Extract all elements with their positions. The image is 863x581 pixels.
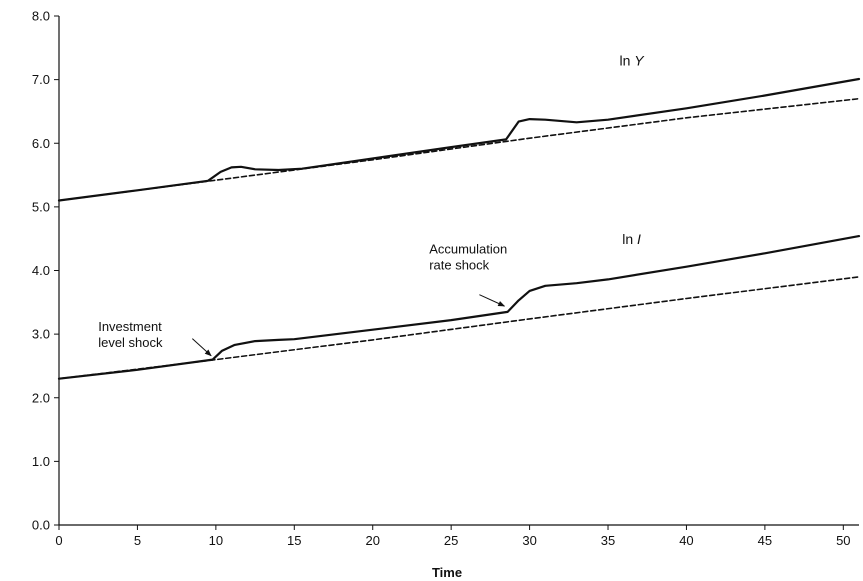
x-tick-label: 0 xyxy=(55,533,62,548)
annotation-text: level shock xyxy=(98,335,163,350)
series-line-solid xyxy=(57,77,861,202)
y-tick-label: 1.0 xyxy=(32,454,50,469)
y-tick-label: 3.0 xyxy=(32,327,50,342)
x-tick-label: 20 xyxy=(365,533,379,548)
x-tick-label: 50 xyxy=(836,533,850,548)
series-line-dashed xyxy=(58,97,860,202)
series-label: ln I xyxy=(622,231,641,247)
x-tick-label: 35 xyxy=(601,533,615,548)
series-label: ln Y xyxy=(619,53,645,69)
annotation-text: Accumulation xyxy=(429,241,507,256)
series-line-solid xyxy=(57,235,861,380)
x-tick-label: 5 xyxy=(134,533,141,548)
x-tick-label: 30 xyxy=(522,533,536,548)
series-label-prefix: ln xyxy=(619,53,634,69)
y-tick-label: 4.0 xyxy=(32,263,50,278)
series-group xyxy=(57,77,861,380)
series-label-var: I xyxy=(637,231,641,247)
x-axis-title: Time xyxy=(432,565,462,580)
x-tick-label: 40 xyxy=(679,533,693,548)
axes: 0.0 1.0 2.0 3.0 4.0 5.0 6.0 7.0 8.0 0 5 10 15 20 25 30 3… xyxy=(32,9,859,548)
x-tick-label: 15 xyxy=(287,533,301,548)
annotation-arrow xyxy=(191,338,212,357)
series-label-prefix: ln xyxy=(622,231,637,247)
x-tick-label: 45 xyxy=(758,533,772,548)
annotation-text: Investment xyxy=(98,319,162,334)
x-tick-label: 25 xyxy=(444,533,458,548)
annotation-arrow xyxy=(479,294,506,307)
series-label-var: Y xyxy=(634,53,645,69)
y-tick-label: 6.0 xyxy=(32,136,50,151)
x-tick-label: 10 xyxy=(209,533,223,548)
series-line-dashed xyxy=(58,276,860,380)
y-tick-label: 5.0 xyxy=(32,199,50,214)
y-tick-label: 8.0 xyxy=(32,9,50,24)
y-tick-label: 0.0 xyxy=(32,518,50,533)
annotation-text: rate shock xyxy=(429,257,489,272)
y-tick-label: 2.0 xyxy=(32,390,50,405)
y-tick-label: 7.0 xyxy=(32,72,50,87)
